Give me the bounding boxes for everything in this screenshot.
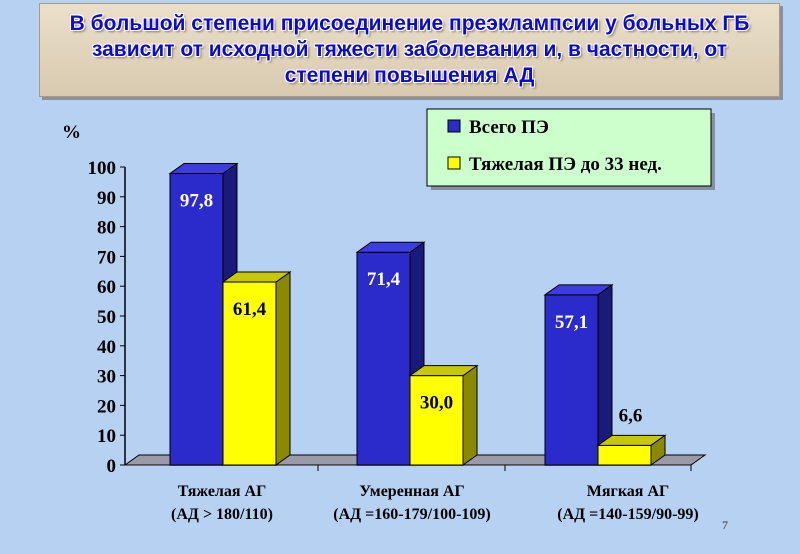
x-category-label: Тяжелая АГ [178, 483, 267, 500]
y-tick-label: 10 [97, 426, 116, 447]
page-number: 7 [722, 518, 728, 532]
slide-title: В большой степени присоединение преэклам… [69, 12, 750, 87]
bar-side [462, 364, 478, 466]
title-box: В большой степени присоединение преэклам… [39, 3, 780, 97]
y-tick-label: 90 [97, 188, 116, 209]
y-tick-label: 20 [97, 396, 116, 417]
bar-top [543, 284, 614, 296]
x-category-label: Умеренная АГ [359, 483, 464, 500]
legend-label: Тяжелая ПЭ до 33 нед. [469, 154, 662, 175]
legend-label: Всего ПЭ [469, 117, 549, 138]
data-label: 97,8 [180, 191, 213, 212]
bar-top [408, 365, 479, 377]
data-label: 71,4 [367, 269, 401, 290]
data-label: 30,0 [420, 393, 453, 414]
bar [222, 281, 277, 466]
y-axis-label: % [62, 122, 81, 143]
bar [169, 173, 224, 466]
bar-top [596, 434, 667, 446]
y-tick-label: 70 [97, 247, 116, 268]
y-tick-label: 30 [97, 367, 116, 388]
data-label: 61,4 [233, 299, 267, 320]
y-tick-label: 60 [97, 277, 116, 298]
y-tick-label: 80 [97, 218, 116, 239]
bar-top [221, 271, 292, 283]
x-category-sublabel: (АД > 180/110) [171, 506, 273, 523]
x-category-sublabel: (АД =160-179/100-109) [333, 506, 490, 523]
y-tick-label: 100 [88, 158, 117, 179]
legend-box [426, 108, 712, 187]
y-tick-label: 40 [97, 337, 116, 358]
bar-top [168, 163, 239, 175]
legend-swatch [447, 156, 461, 170]
y-tick-label: 50 [97, 307, 116, 328]
x-category-sublabel: (АД =140-159/90-99) [557, 506, 698, 523]
bar-top [355, 241, 426, 253]
data-label: 57,1 [555, 312, 588, 333]
bar [597, 444, 652, 466]
bar [544, 294, 599, 466]
bar-side [275, 271, 291, 466]
bar [409, 375, 464, 466]
y-tick-label: 0 [107, 456, 117, 477]
x-category-label: Мягкая АГ [587, 483, 669, 500]
legend-swatch [447, 119, 461, 133]
data-label: 6,6 [619, 405, 643, 426]
